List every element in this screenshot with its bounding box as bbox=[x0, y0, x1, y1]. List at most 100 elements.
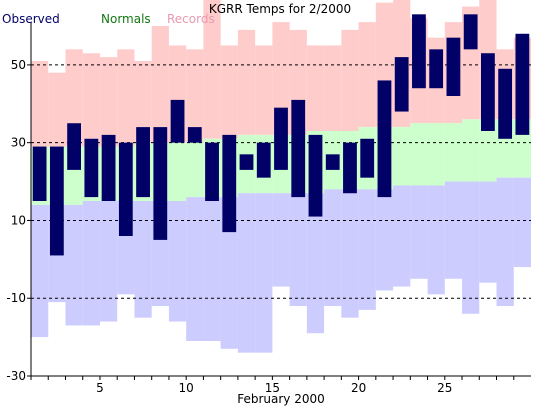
record-band-day-4 bbox=[82, 53, 100, 147]
observed-bar-day-20 bbox=[360, 138, 375, 178]
record-low-band-day-18 bbox=[324, 189, 342, 306]
observed-bar-day-13 bbox=[239, 154, 254, 170]
record-band-day-8 bbox=[151, 26, 169, 143]
observed-bar-day-24 bbox=[429, 49, 444, 89]
record-low-band-day-7 bbox=[134, 201, 152, 318]
normal-band-day-22 bbox=[393, 127, 411, 186]
observed-bar-day-15 bbox=[274, 107, 288, 170]
record-band-day-2 bbox=[48, 72, 66, 147]
observed-bar-day-22 bbox=[394, 57, 409, 112]
record-low-band-day-3 bbox=[65, 204, 83, 326]
normal-band-day-23 bbox=[410, 123, 428, 186]
x-tick-label: 5 bbox=[96, 381, 104, 395]
record-band-day-13 bbox=[237, 29, 256, 135]
observed-bar-day-14 bbox=[256, 142, 271, 178]
normal-band-day-27 bbox=[479, 119, 497, 182]
observed-bar-day-12 bbox=[222, 134, 237, 233]
normal-band-day-10 bbox=[186, 142, 204, 198]
legend-item-records: Records bbox=[167, 12, 215, 26]
observed-bar-day-7 bbox=[136, 127, 150, 198]
normal-band-day-24 bbox=[427, 123, 445, 186]
record-band-day-11 bbox=[203, 0, 221, 139]
record-low-band-day-23 bbox=[410, 185, 428, 279]
observed-bar-day-8 bbox=[153, 127, 168, 240]
observed-bar-day-2 bbox=[49, 146, 64, 256]
x-tick-label: 25 bbox=[437, 381, 452, 395]
observed-bar-day-3 bbox=[67, 123, 81, 170]
observed-bar-day-25 bbox=[446, 37, 461, 96]
observed-bar-day-4 bbox=[84, 138, 99, 198]
record-band-day-12 bbox=[220, 45, 238, 139]
record-low-band-day-5 bbox=[99, 201, 118, 322]
observed-bar-day-11 bbox=[205, 142, 219, 201]
record-low-band-day-4 bbox=[82, 201, 100, 326]
record-low-band-day-10 bbox=[186, 197, 204, 341]
observed-bar-day-19 bbox=[343, 142, 357, 194]
x-tick-labels: 5 10 15 20 25 bbox=[96, 381, 452, 395]
record-band-day-6 bbox=[117, 49, 135, 147]
y-tick-label: 50 bbox=[11, 58, 26, 72]
observed-bar-day-21 bbox=[377, 80, 392, 198]
record-band-day-15 bbox=[272, 22, 290, 135]
y-tick-labels: -30 -10 10 30 50 bbox=[6, 58, 26, 383]
record-band-day-17 bbox=[306, 45, 325, 131]
observed-bar-day-5 bbox=[101, 134, 116, 201]
observed-bar-day-28 bbox=[498, 68, 513, 139]
record-low-band-day-13 bbox=[237, 193, 256, 353]
record-low-band-day-19 bbox=[341, 189, 359, 318]
x-tick-label: 10 bbox=[179, 381, 194, 395]
y-tick-label: -30 bbox=[6, 369, 26, 383]
observed-bar-day-1 bbox=[32, 146, 47, 201]
y-tick-label: 10 bbox=[11, 213, 26, 227]
observed-bar-day-10 bbox=[187, 127, 202, 143]
observed-bar-day-23 bbox=[412, 14, 426, 89]
record-band-day-5 bbox=[99, 57, 118, 147]
record-low-band-day-12 bbox=[220, 197, 238, 349]
record-band-day-18 bbox=[324, 45, 342, 131]
observed-bar-day-16 bbox=[291, 99, 306, 198]
record-band-day-14 bbox=[255, 45, 273, 135]
record-band-day-10 bbox=[186, 49, 204, 143]
record-low-band-day-9 bbox=[168, 201, 187, 322]
record-low-band-day-25 bbox=[444, 181, 463, 279]
x-tick-label: 20 bbox=[351, 381, 366, 395]
x-tick-label: 15 bbox=[265, 381, 280, 395]
record-low-band-day-11 bbox=[203, 197, 221, 341]
observed-bar-day-26 bbox=[463, 14, 478, 50]
record-low-band-day-21 bbox=[375, 189, 394, 291]
y-tick-label: -10 bbox=[6, 291, 26, 305]
legend-item-observed: Observed bbox=[2, 12, 60, 26]
observed-bar-day-18 bbox=[325, 154, 340, 170]
observed-bar-day-27 bbox=[481, 53, 495, 131]
record-band-day-20 bbox=[358, 22, 376, 128]
record-low-band-day-27 bbox=[479, 181, 497, 283]
observed-bar-day-9 bbox=[170, 99, 185, 143]
x-axis-label: February 2000 bbox=[237, 392, 325, 406]
normal-band-day-9 bbox=[168, 142, 187, 201]
record-low-band-day-29 bbox=[513, 177, 531, 268]
record-band-day-1 bbox=[31, 61, 49, 147]
record-band-day-3 bbox=[65, 49, 83, 147]
record-low-band-day-14 bbox=[255, 193, 273, 353]
record-low-band-day-15 bbox=[272, 193, 290, 287]
record-low-band-day-22 bbox=[393, 185, 411, 287]
normal-band-day-26 bbox=[462, 119, 480, 182]
record-low-band-day-16 bbox=[289, 193, 307, 306]
record-low-band-day-24 bbox=[427, 185, 445, 295]
chart-title: KGRR Temps for 2/2000 bbox=[209, 2, 351, 16]
record-low-band-day-26 bbox=[462, 181, 480, 314]
record-low-band-day-20 bbox=[358, 189, 376, 310]
record-band-day-7 bbox=[134, 61, 152, 143]
record-band-day-19 bbox=[341, 29, 359, 132]
observed-bar-day-17 bbox=[308, 134, 323, 217]
normal-band-day-25 bbox=[444, 123, 463, 182]
record-low-band-day-1 bbox=[31, 204, 49, 338]
observed-bars bbox=[32, 14, 530, 256]
observed-bar-day-29 bbox=[515, 33, 530, 135]
axes bbox=[27, 22, 531, 380]
record-low-band-day-28 bbox=[496, 177, 514, 306]
observed-bar-day-6 bbox=[118, 142, 133, 236]
y-tick-label: 30 bbox=[11, 136, 26, 150]
legend-item-normals: Normals bbox=[101, 12, 151, 26]
